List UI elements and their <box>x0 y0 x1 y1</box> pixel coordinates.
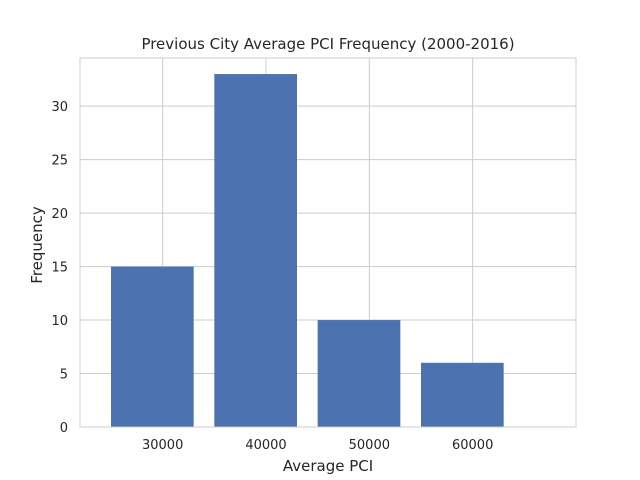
y-tick-label: 10 <box>51 314 68 329</box>
y-tick-label: 15 <box>51 261 68 276</box>
y-tick-labels: 0 5 10 15 20 25 30 <box>51 100 68 436</box>
bars-layer <box>111 74 504 427</box>
x-tick-label: 50000 <box>349 438 390 453</box>
y-tick-label: 30 <box>51 100 68 115</box>
x-tick-label: 40000 <box>245 438 286 453</box>
y-axis-label: Frequency <box>28 206 46 284</box>
x-tick-labels: 30000 40000 50000 60000 <box>142 438 493 453</box>
bar <box>111 266 194 427</box>
y-tick-label: 25 <box>51 154 68 169</box>
x-tick-label: 30000 <box>142 438 183 453</box>
y-tick-label: 5 <box>60 368 68 383</box>
chart-title: Previous City Average PCI Frequency (200… <box>141 35 514 53</box>
bar <box>214 74 297 427</box>
x-tick-label: 60000 <box>452 438 493 453</box>
bar <box>421 362 504 427</box>
plot-frame <box>79 57 577 428</box>
x-axis-label: Average PCI <box>283 457 373 475</box>
y-tick-label: 20 <box>51 207 68 222</box>
y-tick-label: 0 <box>60 421 68 436</box>
bar <box>317 320 401 427</box>
